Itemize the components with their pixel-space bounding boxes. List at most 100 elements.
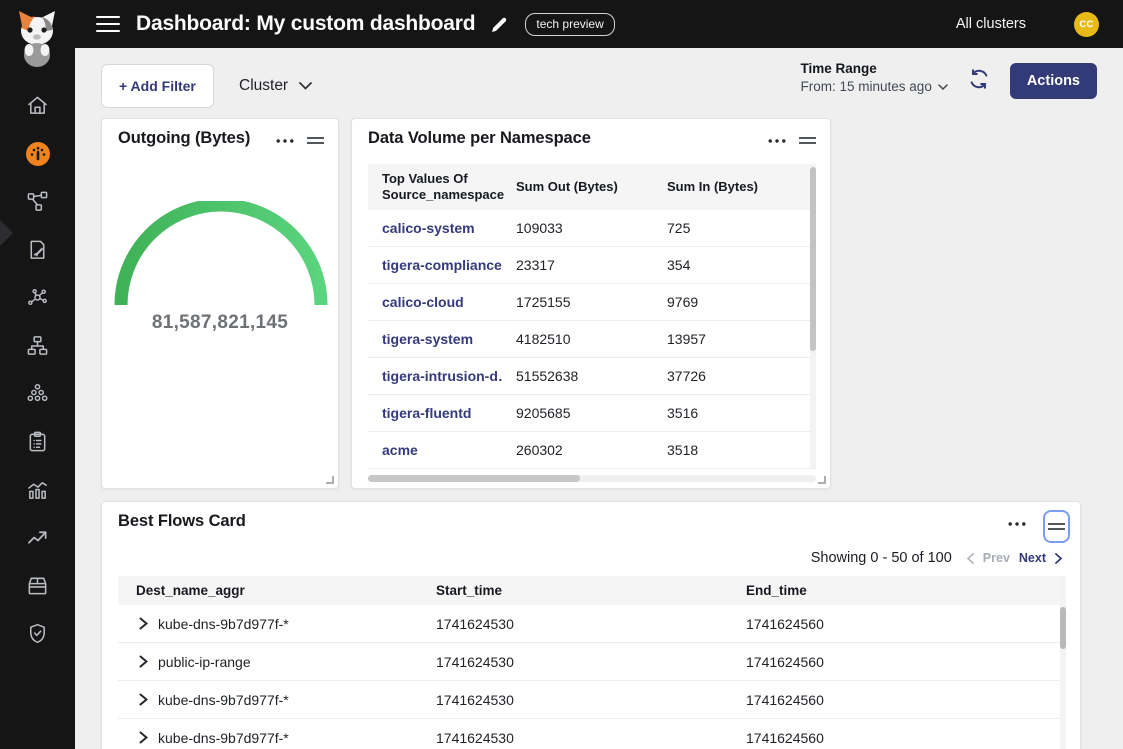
best-flows-card: Best Flows Card Showing 0 - 50 of 100 Pr… — [101, 501, 1081, 749]
namespace-link[interactable]: calico-system — [382, 220, 475, 236]
sum-out-cell: 1725155 — [502, 294, 653, 310]
namespace-link[interactable]: tigera-system — [382, 331, 473, 347]
outgoing-bytes-card: Outgoing (Bytes) — [101, 118, 339, 489]
image-assurance-icon[interactable] — [25, 574, 51, 597]
sum-in-cell: 13957 — [653, 331, 816, 347]
vertical-scrollbar[interactable] — [1060, 576, 1066, 749]
cluster-scope-selector[interactable]: All clusters — [956, 16, 1026, 32]
table-row: tigera-intrusion-d… 51552638 37726 — [368, 358, 816, 395]
active-section-notch — [0, 220, 13, 246]
namespace-link[interactable]: tigera-compliance — [382, 257, 502, 273]
dest-cell: kube-dns-9b7d977f-* — [158, 730, 289, 746]
calico-cat-logo[interactable] — [15, 8, 59, 76]
data-volume-card: Data Volume per Namespace Top Values Of … — [351, 118, 831, 489]
scrollbar-thumb[interactable] — [810, 167, 816, 351]
resize-handle[interactable] — [818, 476, 826, 484]
table-row: tigera-fluentd 9205685 3516 — [368, 395, 816, 432]
dest-cell: kube-dns-9b7d977f-* — [158, 616, 289, 632]
avatar[interactable]: CC — [1074, 12, 1099, 37]
sum-out-cell: 109033 — [502, 220, 653, 236]
table-row[interactable]: kube-dns-9b7d977f-* 1741624530 174162456… — [118, 719, 1066, 749]
pagination: Showing 0 - 50 of 100 Prev Next — [811, 550, 1062, 566]
expand-row-icon[interactable] — [139, 693, 148, 706]
chevron-down-icon — [299, 82, 312, 90]
start-time-cell: 1741624530 — [436, 730, 746, 746]
column-header: Top Values Of Source_namespace — [368, 171, 502, 204]
card-menu-icon[interactable] — [1008, 522, 1026, 526]
compliance-icon[interactable] — [25, 430, 51, 453]
namespace-link[interactable]: calico-cloud — [382, 294, 464, 310]
home-icon[interactable] — [25, 94, 51, 117]
chevron-left-icon — [967, 553, 974, 564]
dest-cell: kube-dns-9b7d977f-* — [158, 692, 289, 708]
time-range-dropdown[interactable]: From: 15 minutes ago — [801, 79, 948, 94]
expand-row-icon[interactable] — [139, 655, 148, 668]
horizontal-scrollbar[interactable] — [368, 475, 816, 482]
policies-icon[interactable] — [25, 238, 51, 261]
table-header: Dest_name_aggr Start_time End_time — [118, 576, 1066, 605]
sum-in-cell: 9769 — [653, 294, 816, 310]
card-menu-icon[interactable] — [276, 139, 294, 143]
sum-in-cell: 354 — [653, 257, 816, 273]
workloads-icon[interactable] — [25, 382, 51, 405]
endpoints-icon[interactable] — [25, 286, 51, 309]
table-row[interactable]: public-ip-range 1741624530 1741624560 — [118, 643, 1066, 681]
namespace-link[interactable]: tigera-fluentd — [382, 405, 471, 421]
edit-dashboard-icon[interactable] — [490, 15, 509, 34]
drag-handle-icon[interactable] — [1043, 510, 1070, 543]
table-row[interactable]: kube-dns-9b7d977f-* 1741624530 174162456… — [118, 605, 1066, 643]
table-row: tigera-compliance 23317 354 — [368, 247, 816, 284]
dest-cell: public-ip-range — [158, 654, 251, 670]
tech-preview-badge: tech preview — [525, 13, 614, 36]
gauge-value: 81,587,821,145 — [102, 312, 338, 334]
pagination-status: Showing 0 - 50 of 100 — [811, 550, 952, 566]
table-row: calico-system 109033 725 — [368, 210, 816, 247]
flows-table: Dest_name_aggr Start_time End_time kube-… — [118, 576, 1066, 749]
main-content: + Add Filter Cluster Time Range From: 15… — [75, 48, 1123, 749]
next-button[interactable]: Next — [1019, 551, 1046, 565]
vertical-scrollbar[interactable] — [810, 164, 816, 469]
prev-button[interactable]: Prev — [983, 551, 1010, 565]
start-time-cell: 1741624530 — [436, 616, 746, 632]
menu-hamburger-icon[interactable] — [96, 16, 120, 32]
service-graph-icon[interactable] — [25, 190, 51, 213]
add-filter-button[interactable]: + Add Filter — [101, 64, 214, 108]
scrollbar-thumb[interactable] — [1060, 607, 1066, 649]
table-row: calico-cloud 1725155 9769 — [368, 284, 816, 321]
scrollbar-thumb[interactable] — [368, 475, 580, 482]
namespace-link[interactable]: acme — [382, 442, 418, 458]
resize-handle[interactable] — [326, 476, 334, 484]
sum-out-cell: 260302 — [502, 442, 653, 458]
dashboards-icon[interactable] — [25, 142, 51, 165]
threat-feeds-icon[interactable] — [25, 526, 51, 549]
end-time-cell: 1741624560 — [746, 654, 1066, 670]
namespace-link[interactable]: tigera-intrusion-d… — [382, 368, 502, 384]
card-menu-icon[interactable] — [768, 139, 786, 143]
end-time-cell: 1741624560 — [746, 730, 1066, 746]
actions-button[interactable]: Actions — [1010, 63, 1097, 99]
sum-in-cell: 3518 — [653, 442, 816, 458]
sidebar — [0, 0, 75, 749]
security-icon[interactable] — [25, 622, 51, 645]
end-time-cell: 1741624560 — [746, 692, 1066, 708]
gauge-chart — [102, 201, 340, 311]
time-range-block: Time Range From: 15 minutes ago — [801, 61, 948, 94]
cluster-filter-dropdown[interactable]: Cluster — [239, 64, 312, 108]
refresh-icon[interactable] — [968, 68, 990, 90]
column-header: End_time — [746, 583, 1066, 598]
sum-out-cell: 4182510 — [502, 331, 653, 347]
logs-icon[interactable] — [25, 478, 51, 501]
sum-in-cell: 37726 — [653, 368, 816, 384]
network-sets-icon[interactable] — [25, 334, 51, 357]
start-time-cell: 1741624530 — [436, 654, 746, 670]
chevron-down-icon — [938, 84, 948, 90]
expand-row-icon[interactable] — [139, 617, 148, 630]
expand-row-icon[interactable] — [139, 731, 148, 744]
sum-in-cell: 3516 — [653, 405, 816, 421]
namespace-table: Top Values Of Source_namespace Sum Out (… — [368, 164, 816, 469]
drag-handle-icon[interactable] — [799, 136, 816, 145]
app-root: Dashboard: My custom dashboard tech prev… — [0, 0, 1123, 749]
sum-out-cell: 51552638 — [502, 368, 653, 384]
table-row[interactable]: kube-dns-9b7d977f-* 1741624530 174162456… — [118, 681, 1066, 719]
drag-handle-icon[interactable] — [307, 136, 324, 145]
